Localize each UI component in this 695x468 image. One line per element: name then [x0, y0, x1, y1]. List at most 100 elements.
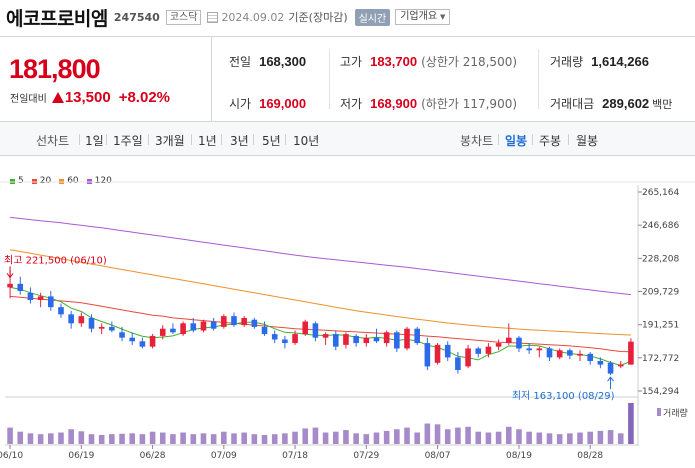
legend-ma60[interactable]: 60 — [59, 176, 79, 186]
lower-limit: (하한가 117,900) — [421, 97, 518, 111]
divider — [148, 134, 149, 145]
volume-bar — [221, 431, 227, 444]
candle — [98, 323, 105, 335]
change-amount: 13,500 — [64, 89, 111, 106]
candle-body — [88, 317, 95, 329]
tab-1d[interactable]: 1일 — [85, 134, 104, 148]
line-chart-tab[interactable]: 선차트 — [36, 134, 70, 148]
volume-bar — [241, 432, 247, 444]
volume-bar — [27, 433, 34, 444]
quote-basis: 기준(장마감) — [288, 11, 348, 24]
candle — [27, 287, 34, 304]
candle — [17, 276, 24, 295]
x-tick-label: 08/19 — [506, 451, 532, 461]
divider — [538, 49, 539, 109]
volume-bar — [404, 427, 410, 444]
candle — [139, 337, 146, 349]
candle-body — [536, 348, 543, 351]
volume-bar — [159, 432, 166, 444]
candle-body — [343, 334, 349, 345]
candle — [353, 334, 359, 347]
price-stats: 전일 168,300 고가 183,700 (상한가 218,500) 거래량 … — [212, 37, 695, 121]
volume-bar — [332, 431, 339, 444]
candle-body — [149, 335, 156, 347]
tab-daily[interactable]: 일봉 — [505, 134, 528, 148]
tab-1w[interactable]: 1주일 — [113, 134, 143, 148]
candle-body — [200, 321, 207, 331]
volume-bar — [536, 432, 543, 444]
candle — [516, 335, 522, 353]
candle — [597, 357, 604, 369]
candle-body — [129, 337, 136, 342]
candle-body — [404, 328, 410, 349]
volume-bar — [88, 434, 95, 444]
legend-ma20[interactable]: 20 — [31, 176, 51, 186]
tab-weekly[interactable]: 주봉 — [539, 134, 562, 148]
candle-body — [373, 337, 380, 342]
candle — [373, 328, 380, 344]
calendar-icon — [207, 11, 219, 23]
volume-bar — [282, 433, 288, 444]
volume-bar — [271, 434, 278, 444]
volume-bar — [58, 432, 64, 444]
volume-bar — [394, 429, 400, 444]
candle — [292, 330, 298, 345]
tab-monthly[interactable]: 월봉 — [576, 134, 599, 148]
candle — [58, 303, 64, 318]
legend-swatch — [10, 178, 15, 184]
candle — [475, 346, 482, 358]
volume-bar — [210, 434, 217, 444]
candle-chart-tab[interactable]: 봉차트 — [460, 134, 494, 148]
candle-body — [577, 353, 583, 356]
tab-3m[interactable]: 3개월 — [155, 134, 185, 148]
legend-ma5[interactable]: 5 — [10, 176, 24, 186]
current-price: 181,800 — [9, 54, 101, 84]
tab-3y[interactable]: 3년 — [230, 134, 249, 148]
change-label: 전일대비 — [10, 94, 47, 105]
company-info-label: 기업개요 — [400, 11, 438, 22]
candle-body — [567, 350, 573, 356]
candle-body — [526, 348, 532, 351]
realtime-button[interactable]: 실시간 — [354, 8, 391, 26]
x-tick-label: 07/09 — [211, 451, 237, 461]
low-arrow-head — [607, 376, 614, 382]
divider — [106, 134, 107, 145]
candle-body — [271, 334, 278, 340]
y-tick-label: 154,294 — [642, 387, 679, 397]
quote-date: 2024.09.02 — [221, 10, 285, 24]
tab-10y[interactable]: 10년 — [293, 134, 320, 148]
y-tick-label: 228,208 — [642, 254, 679, 264]
volume-bar — [180, 432, 186, 444]
candle-body — [516, 337, 522, 349]
up-triangle-icon — [51, 92, 64, 103]
candle — [617, 361, 624, 369]
company-info-button[interactable]: 기업개요 ▼ — [395, 9, 451, 25]
ma60-line — [10, 249, 631, 336]
volume-bar — [567, 433, 573, 444]
candle — [47, 291, 54, 311]
candle-body — [383, 332, 390, 344]
divider — [532, 134, 533, 145]
tab-5y[interactable]: 5년 — [262, 134, 281, 148]
prev-close-label: 전일 — [229, 55, 252, 69]
legend-ma120[interactable]: 120 — [86, 176, 112, 186]
volume-bar — [495, 431, 502, 444]
candle-body — [180, 323, 186, 335]
volume-bar — [617, 433, 624, 444]
candle-body — [17, 283, 24, 292]
candle — [434, 343, 441, 365]
ma-legend: 5 20 60 120 — [10, 176, 120, 186]
tab-1y[interactable]: 1년 — [198, 134, 217, 148]
volume-bar — [353, 433, 359, 444]
candle — [465, 344, 471, 369]
volume-bar — [302, 428, 309, 444]
candle — [363, 334, 370, 347]
volume-bar — [587, 431, 594, 444]
y-tick-label: 209,729 — [642, 288, 679, 298]
volume-bar — [526, 431, 532, 444]
candle-body — [282, 339, 288, 344]
ma20-line — [10, 295, 631, 353]
candle-body — [617, 364, 624, 367]
prev-close-stat: 전일 168,300 — [229, 53, 306, 70]
